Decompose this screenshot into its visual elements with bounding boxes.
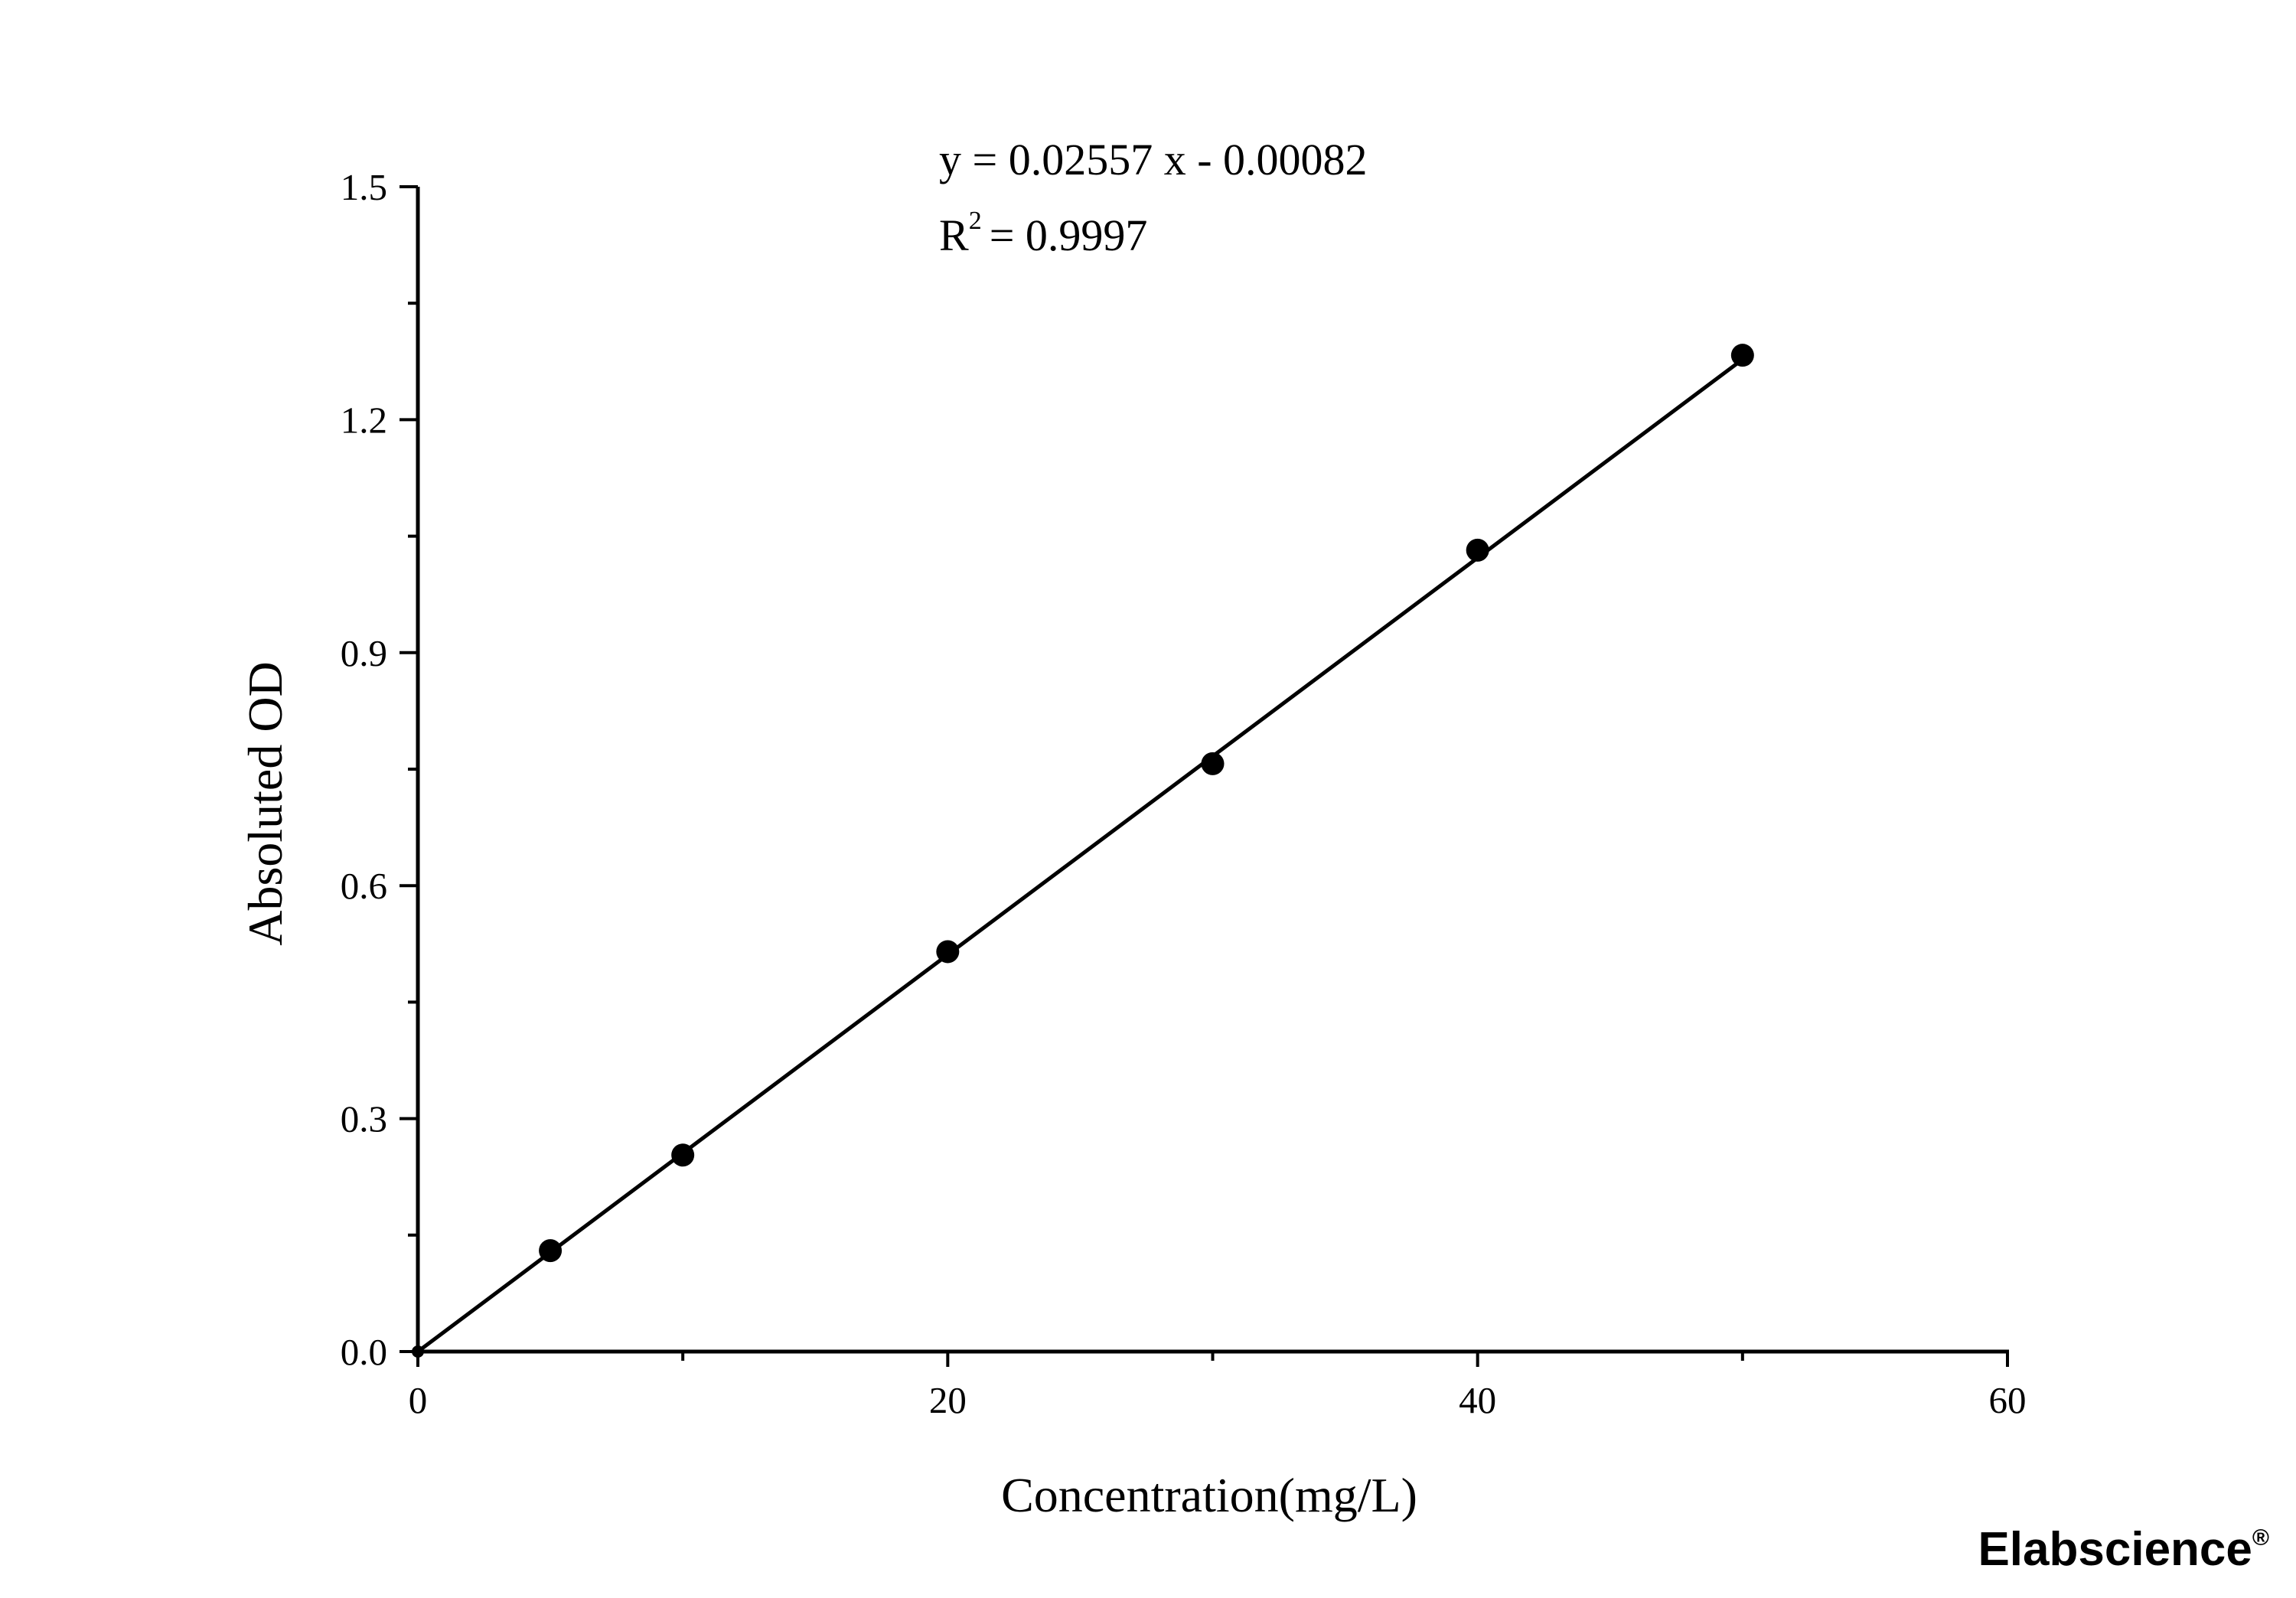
watermark-logo: Elabscience®: [1978, 1523, 2269, 1576]
r-squared-exponent: 2: [969, 207, 982, 235]
x-tick-label: 20: [929, 1379, 967, 1421]
r-squared-text: R2 = 0.9997: [939, 207, 1147, 260]
y-axis-ticks: 0.0 0.3 0.6 0.9 1.2 1.5: [341, 166, 418, 1373]
data-point: [539, 1239, 563, 1263]
y-axis-title: Absoluted OD: [238, 661, 292, 946]
data-point: [412, 1345, 424, 1358]
data-point: [1466, 538, 1489, 562]
x-axis-title: Concentration(mg/L): [1001, 1468, 1417, 1522]
y-tick-label: 0.6: [341, 865, 387, 907]
y-tick-label: 1.2: [341, 399, 387, 441]
y-tick-label: 0.9: [341, 632, 387, 674]
y-tick-label: 0.3: [341, 1098, 387, 1140]
x-tick-label: 60: [1989, 1379, 2027, 1421]
x-tick-label: 40: [1459, 1379, 1496, 1421]
data-points: [412, 344, 1754, 1358]
watermark-text: Elabscience: [1978, 1523, 2252, 1576]
data-point: [936, 940, 960, 964]
data-point: [1730, 344, 1754, 367]
data-point: [671, 1143, 695, 1167]
equation-text: y = 0.02557 x - 0.00082: [939, 135, 1368, 184]
x-tick-label: 0: [409, 1379, 428, 1421]
watermark-mark: ®: [2252, 1525, 2269, 1551]
r-squared-value: = 0.9997: [990, 210, 1148, 260]
fit-line-group: [416, 357, 1744, 1354]
r-squared-prefix: R: [939, 210, 969, 260]
y-tick-label: 0.0: [341, 1331, 387, 1373]
data-point: [1201, 752, 1225, 775]
y-tick-label: 1.5: [341, 166, 387, 208]
x-axis-ticks: 0 20 40 60: [409, 1352, 2027, 1421]
fit-line: [416, 357, 1744, 1354]
